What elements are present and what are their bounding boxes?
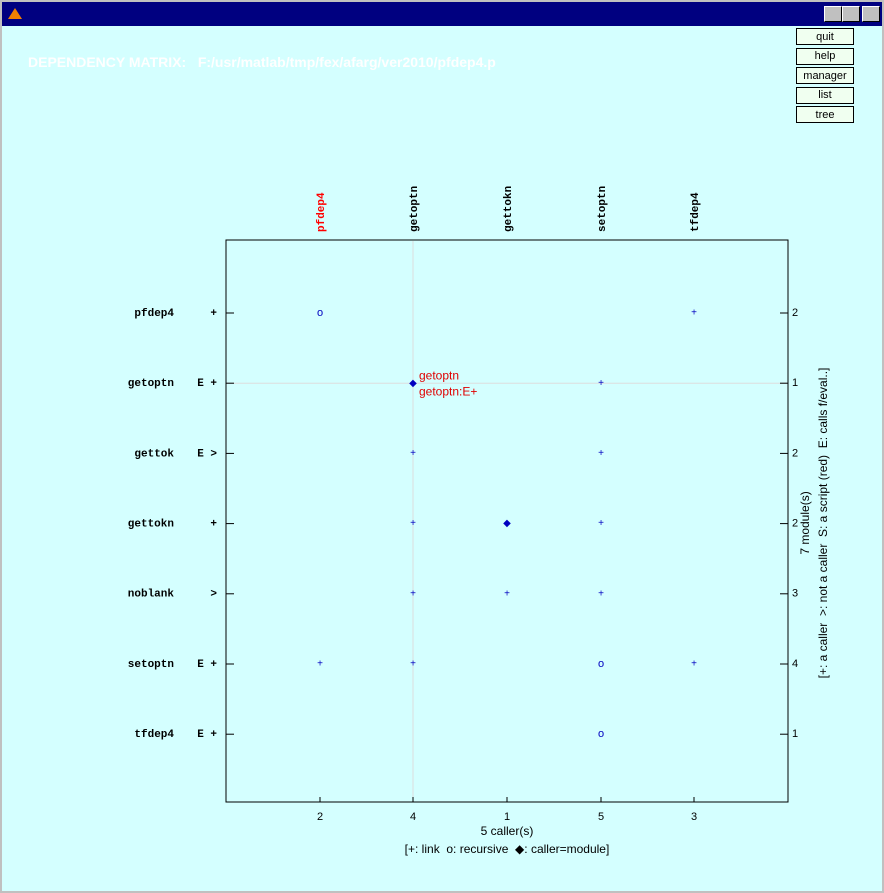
row-count: 2 [792, 518, 798, 530]
column-count: 1 [504, 811, 510, 823]
row-count: 1 [792, 728, 798, 740]
app-icon [8, 8, 22, 19]
cell-symbol: o [598, 728, 604, 740]
cell-symbol: ◆ [503, 518, 511, 529]
button[interactable]: tree [796, 106, 854, 123]
row-label: tfdep4 [134, 729, 174, 741]
column-label: tfdep4 [690, 192, 702, 232]
row-label: getoptn [128, 378, 174, 390]
row-count: 3 [792, 588, 798, 600]
maximize-button[interactable] [842, 6, 860, 22]
x-legend: [+: link o: recursive ◆: caller=module] [405, 842, 610, 856]
minimize-button[interactable] [824, 6, 842, 22]
cell-symbol: ◆ [409, 378, 417, 389]
row-flags: E + [197, 659, 217, 671]
x-label: 5 caller(s) [481, 824, 534, 838]
y-label: 7 module(s) [798, 491, 812, 554]
annotation: getoptn:E+ [419, 384, 477, 398]
row-count: 1 [792, 377, 798, 389]
button[interactable]: manager [796, 67, 854, 84]
row-flags: + [210, 308, 217, 320]
button[interactable]: list [796, 86, 854, 104]
column-count: 3 [691, 811, 697, 823]
row-label: gettokn [128, 519, 174, 531]
title-bar: DEPENDENCY MATRIX: F:/usr/matlab/tmp/fex… [2, 2, 882, 70]
column-label: getoptn [409, 186, 421, 232]
row-flags: E > [197, 448, 217, 460]
row-count: 2 [792, 447, 798, 459]
cell-symbol: + [598, 518, 604, 529]
cell-symbol: o [598, 658, 604, 670]
column-label: gettokn [503, 186, 515, 232]
row-label: gettok [134, 448, 174, 460]
row-flags: E + [197, 729, 217, 741]
column-label: setoptn [597, 186, 609, 232]
cell-symbol: + [410, 659, 416, 670]
cell-symbol: + [598, 378, 604, 389]
button[interactable]: help [796, 47, 854, 65]
cell-symbol: + [691, 659, 697, 670]
dependency-matrix: pfdep4 2 getoptn 4 gettokn 1 setoptn 5 tfdep4 3 pf… [128, 186, 830, 856]
row-flags: E + [197, 378, 217, 390]
cell-symbol: + [410, 448, 416, 459]
row-count: 2 [792, 307, 798, 319]
row-flags: > [210, 589, 217, 601]
row-label: noblank [128, 589, 175, 601]
cell-symbol: + [410, 518, 416, 529]
column-count: 4 [410, 811, 416, 823]
cell-symbol: + [504, 588, 510, 599]
window-title: DEPENDENCY MATRIX: F:/usr/matlab/tmp/fex… [28, 54, 496, 70]
cell-symbol: o [317, 307, 323, 319]
column-count: 2 [317, 811, 323, 823]
column-label: pfdep4 [316, 192, 328, 232]
cell-symbol: + [317, 659, 323, 670]
cell-symbol: + [598, 588, 604, 599]
row-label: setoptn [128, 659, 174, 671]
row-flags: + [210, 519, 217, 531]
cell-symbol: + [410, 588, 416, 599]
annotation: getoptn [419, 368, 459, 382]
column-count: 5 [598, 811, 604, 823]
close-button[interactable] [862, 6, 880, 22]
cell-symbol: + [691, 308, 697, 319]
cell-symbol: + [598, 448, 604, 459]
row-label: pfdep4 [134, 308, 174, 320]
y-legend: [+: a caller >: not a caller S: a script… [816, 368, 830, 679]
row-count: 4 [792, 658, 798, 670]
button[interactable]: quit [796, 28, 854, 45]
